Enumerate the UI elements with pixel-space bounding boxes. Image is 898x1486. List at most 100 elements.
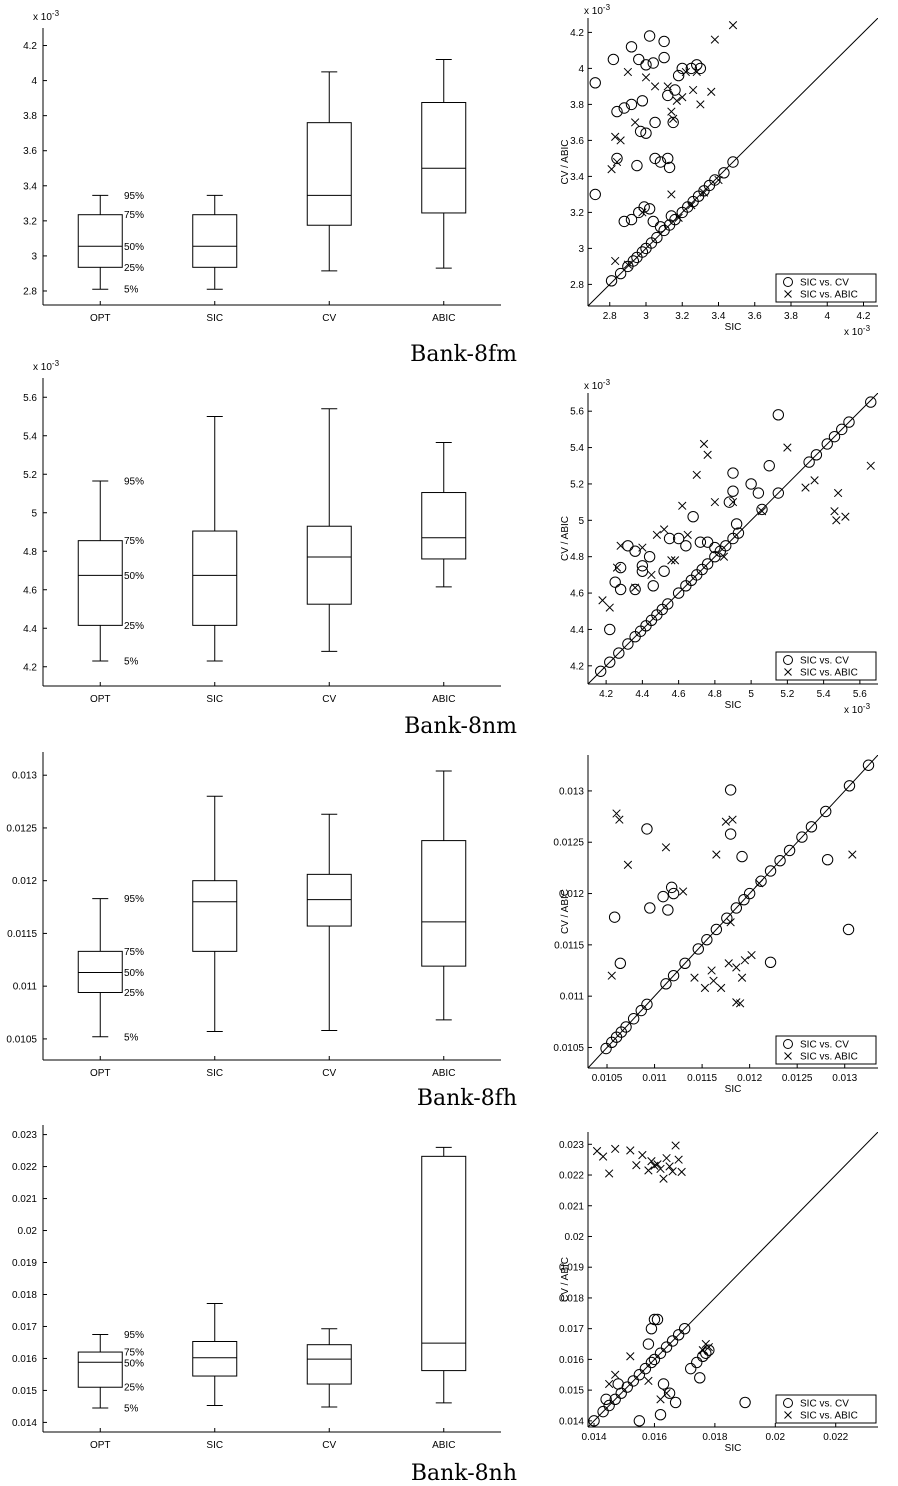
point-sic-vs-abic <box>740 956 750 965</box>
cross-stroke <box>668 1167 677 1176</box>
x-tick-label: 4 <box>824 311 830 322</box>
cross-stroke <box>611 256 620 266</box>
y-tick-label: 2.8 <box>23 286 37 297</box>
percentile-label-p50: 50% <box>124 571 144 582</box>
cross-stroke <box>678 501 687 510</box>
point-sic-vs-abic <box>652 530 662 540</box>
point-sic-vs-cv <box>691 59 703 71</box>
point-sic-vs-cv <box>609 576 621 588</box>
point-sic-vs-abic <box>611 256 620 266</box>
point-sic-vs-cv <box>654 221 667 233</box>
y-exponent-label: x 10-3 <box>584 378 611 392</box>
cross-stroke <box>726 918 735 927</box>
y-tick-label: 4.2 <box>570 661 584 672</box>
point-sic-vs-abic <box>647 1157 656 1166</box>
legend-label-abic: SIC vs. ABIC <box>800 668 858 679</box>
point-sic-vs-cv <box>836 423 848 436</box>
cross-stroke <box>641 73 651 82</box>
cross-stroke <box>688 85 698 95</box>
cross-stroke <box>712 850 721 859</box>
point-sic-vs-cv <box>724 784 737 796</box>
y-tick-label: 0.017 <box>559 1324 584 1335</box>
point-sic-vs-abic <box>830 507 839 516</box>
x-tick-label: 0.0105 <box>592 1073 623 1084</box>
x-tick-label: 0.013 <box>832 1073 857 1084</box>
point-sic-vs-cv <box>647 57 659 69</box>
y-tick-label: 4.2 <box>23 41 37 52</box>
x-tick-label: 3.4 <box>712 311 726 322</box>
point-sic-vs-abic <box>663 82 672 91</box>
point-sic-vs-cv <box>738 893 750 906</box>
scatter-panel-2: 4.2 4.4 4.6 4.8 5 5.2 5.4 5.6 4.2 4.4 4.6 4.8 5 5.2 5.… <box>560 378 878 716</box>
point-sic-vs-cv <box>662 904 674 916</box>
point-sic-vs-cv <box>589 77 601 89</box>
point-sic-vs-cv <box>625 98 638 111</box>
box-iqr <box>77 950 123 993</box>
point-sic-vs-abic <box>677 1167 686 1177</box>
point-sic-vs-cv <box>605 275 618 287</box>
y-tick-label: 4.8 <box>570 552 584 563</box>
point-sic-vs-cv <box>612 1378 624 1390</box>
point-sic-vs-abic <box>615 815 624 824</box>
point-sic-vs-abic <box>692 67 701 77</box>
cross-stroke <box>710 35 720 44</box>
point-sic-vs-cv <box>676 62 688 75</box>
cross-stroke <box>709 976 718 985</box>
cross-stroke <box>611 1370 620 1379</box>
box-iqr <box>306 525 352 605</box>
point-sic-vs-cv <box>614 583 627 596</box>
point-sic-vs-cv <box>700 1347 712 1359</box>
y-axis-title: CV / ABIC <box>560 889 571 934</box>
cross-stroke <box>612 809 621 818</box>
box-iqr <box>192 530 238 626</box>
y-tick-label: 0.015 <box>12 1386 37 1397</box>
cross-stroke <box>630 118 640 127</box>
plot-area <box>588 18 878 306</box>
percentile-label-p75: 75% <box>124 536 144 547</box>
point-sic-vs-abic <box>611 132 620 141</box>
exponent-base: x 10 <box>844 327 863 338</box>
point-sic-vs-cv <box>588 1415 600 1427</box>
point-sic-vs-cv <box>663 532 676 545</box>
point-sic-vs-cv <box>633 1369 646 1381</box>
point-sic-vs-cv <box>701 934 713 946</box>
percentile-label-p25: 25% <box>124 621 144 632</box>
point-sic-vs-cv <box>622 540 634 552</box>
point-sic-vs-abic <box>728 497 738 507</box>
y-tick-label: 0.018 <box>12 1290 37 1301</box>
x-axis-title: SIC <box>725 1084 742 1095</box>
cross-stroke <box>612 563 622 572</box>
point-sic-vs-cv <box>862 759 875 771</box>
point-sic-vs-cv <box>663 1387 676 1399</box>
point-sic-vs-abic <box>721 817 731 826</box>
point-sic-vs-abic <box>757 507 767 516</box>
point-sic-vs-cv <box>641 998 653 1011</box>
point-sic-vs-cv <box>727 485 739 497</box>
x-tick-label: OPT <box>90 1440 111 1451</box>
x-tick-label: OPT <box>90 694 111 705</box>
y-tick-label: 4.8 <box>23 547 37 558</box>
y-exponent-label: x 10-3 <box>584 3 611 17</box>
cross-stroke <box>653 1160 662 1169</box>
point-sic-vs-abic <box>623 67 633 77</box>
point-sic-vs-abic <box>604 1169 614 1178</box>
cross-stroke <box>644 1166 653 1175</box>
cross-stroke <box>605 603 614 612</box>
cross-stroke <box>659 1174 668 1183</box>
cross-stroke <box>740 956 750 965</box>
legend-label-cv: SIC vs. CV <box>800 278 849 289</box>
y-tick-label: 0.021 <box>12 1194 37 1205</box>
point-sic-vs-abic <box>644 1376 653 1386</box>
cross-stroke <box>598 1152 608 1161</box>
point-sic-vs-abic <box>716 983 726 993</box>
point-sic-vs-abic <box>659 1174 668 1183</box>
identity-line <box>588 393 878 684</box>
point-sic-vs-cv <box>647 580 659 592</box>
point-sic-vs-cv <box>633 53 645 66</box>
cross-stroke <box>647 1157 656 1166</box>
y-tick-label: 0.018 <box>559 1293 584 1304</box>
cross-stroke <box>667 190 676 199</box>
legend-label-cv: SIC vs. CV <box>800 1399 849 1410</box>
point-sic-vs-cv <box>627 1013 640 1025</box>
cross-stroke <box>757 507 767 516</box>
